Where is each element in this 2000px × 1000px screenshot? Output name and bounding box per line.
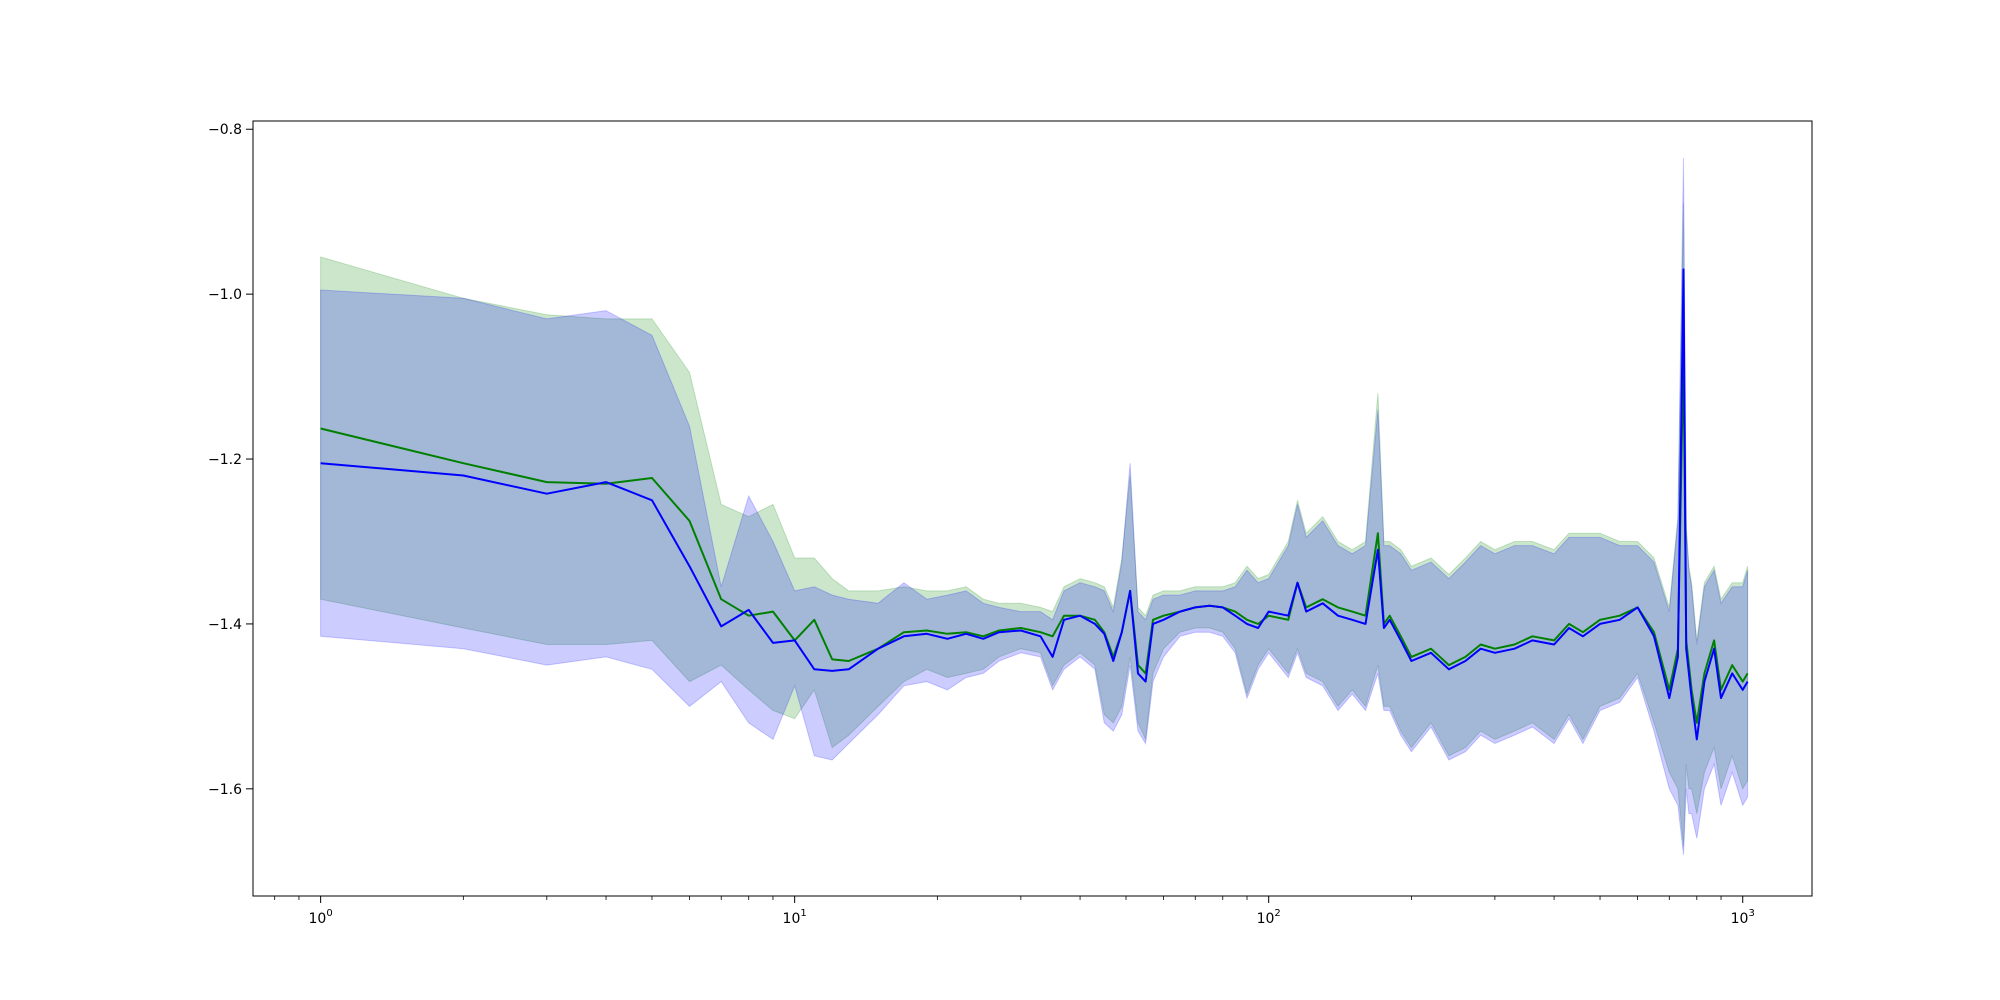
series-lines <box>320 268 1749 741</box>
x-axis: 100 101 102 103 <box>274 896 1755 927</box>
series-1-band <box>320 203 1749 847</box>
x-tick-label: 103 <box>1731 908 1755 927</box>
series-1-line <box>320 350 1749 724</box>
y-tick-label: −1.2 <box>208 452 242 468</box>
y-tick-label: −0.8 <box>208 122 242 138</box>
y-tick-label: −1.6 <box>208 782 242 798</box>
y-tick-label: −1.0 <box>208 287 242 303</box>
series-2-line <box>320 268 1749 741</box>
series-2-band <box>320 158 1749 855</box>
x-tick-label: 102 <box>1257 908 1281 927</box>
confidence-bands <box>320 158 1749 855</box>
y-axis: −0.8 −1.0 −1.2 −1.4 −1.6 <box>208 122 253 798</box>
x-tick-label: 101 <box>783 908 807 927</box>
x-tick-label: 100 <box>309 908 333 927</box>
plot-frame <box>252 120 1813 897</box>
y-tick-label: −1.4 <box>208 617 242 633</box>
